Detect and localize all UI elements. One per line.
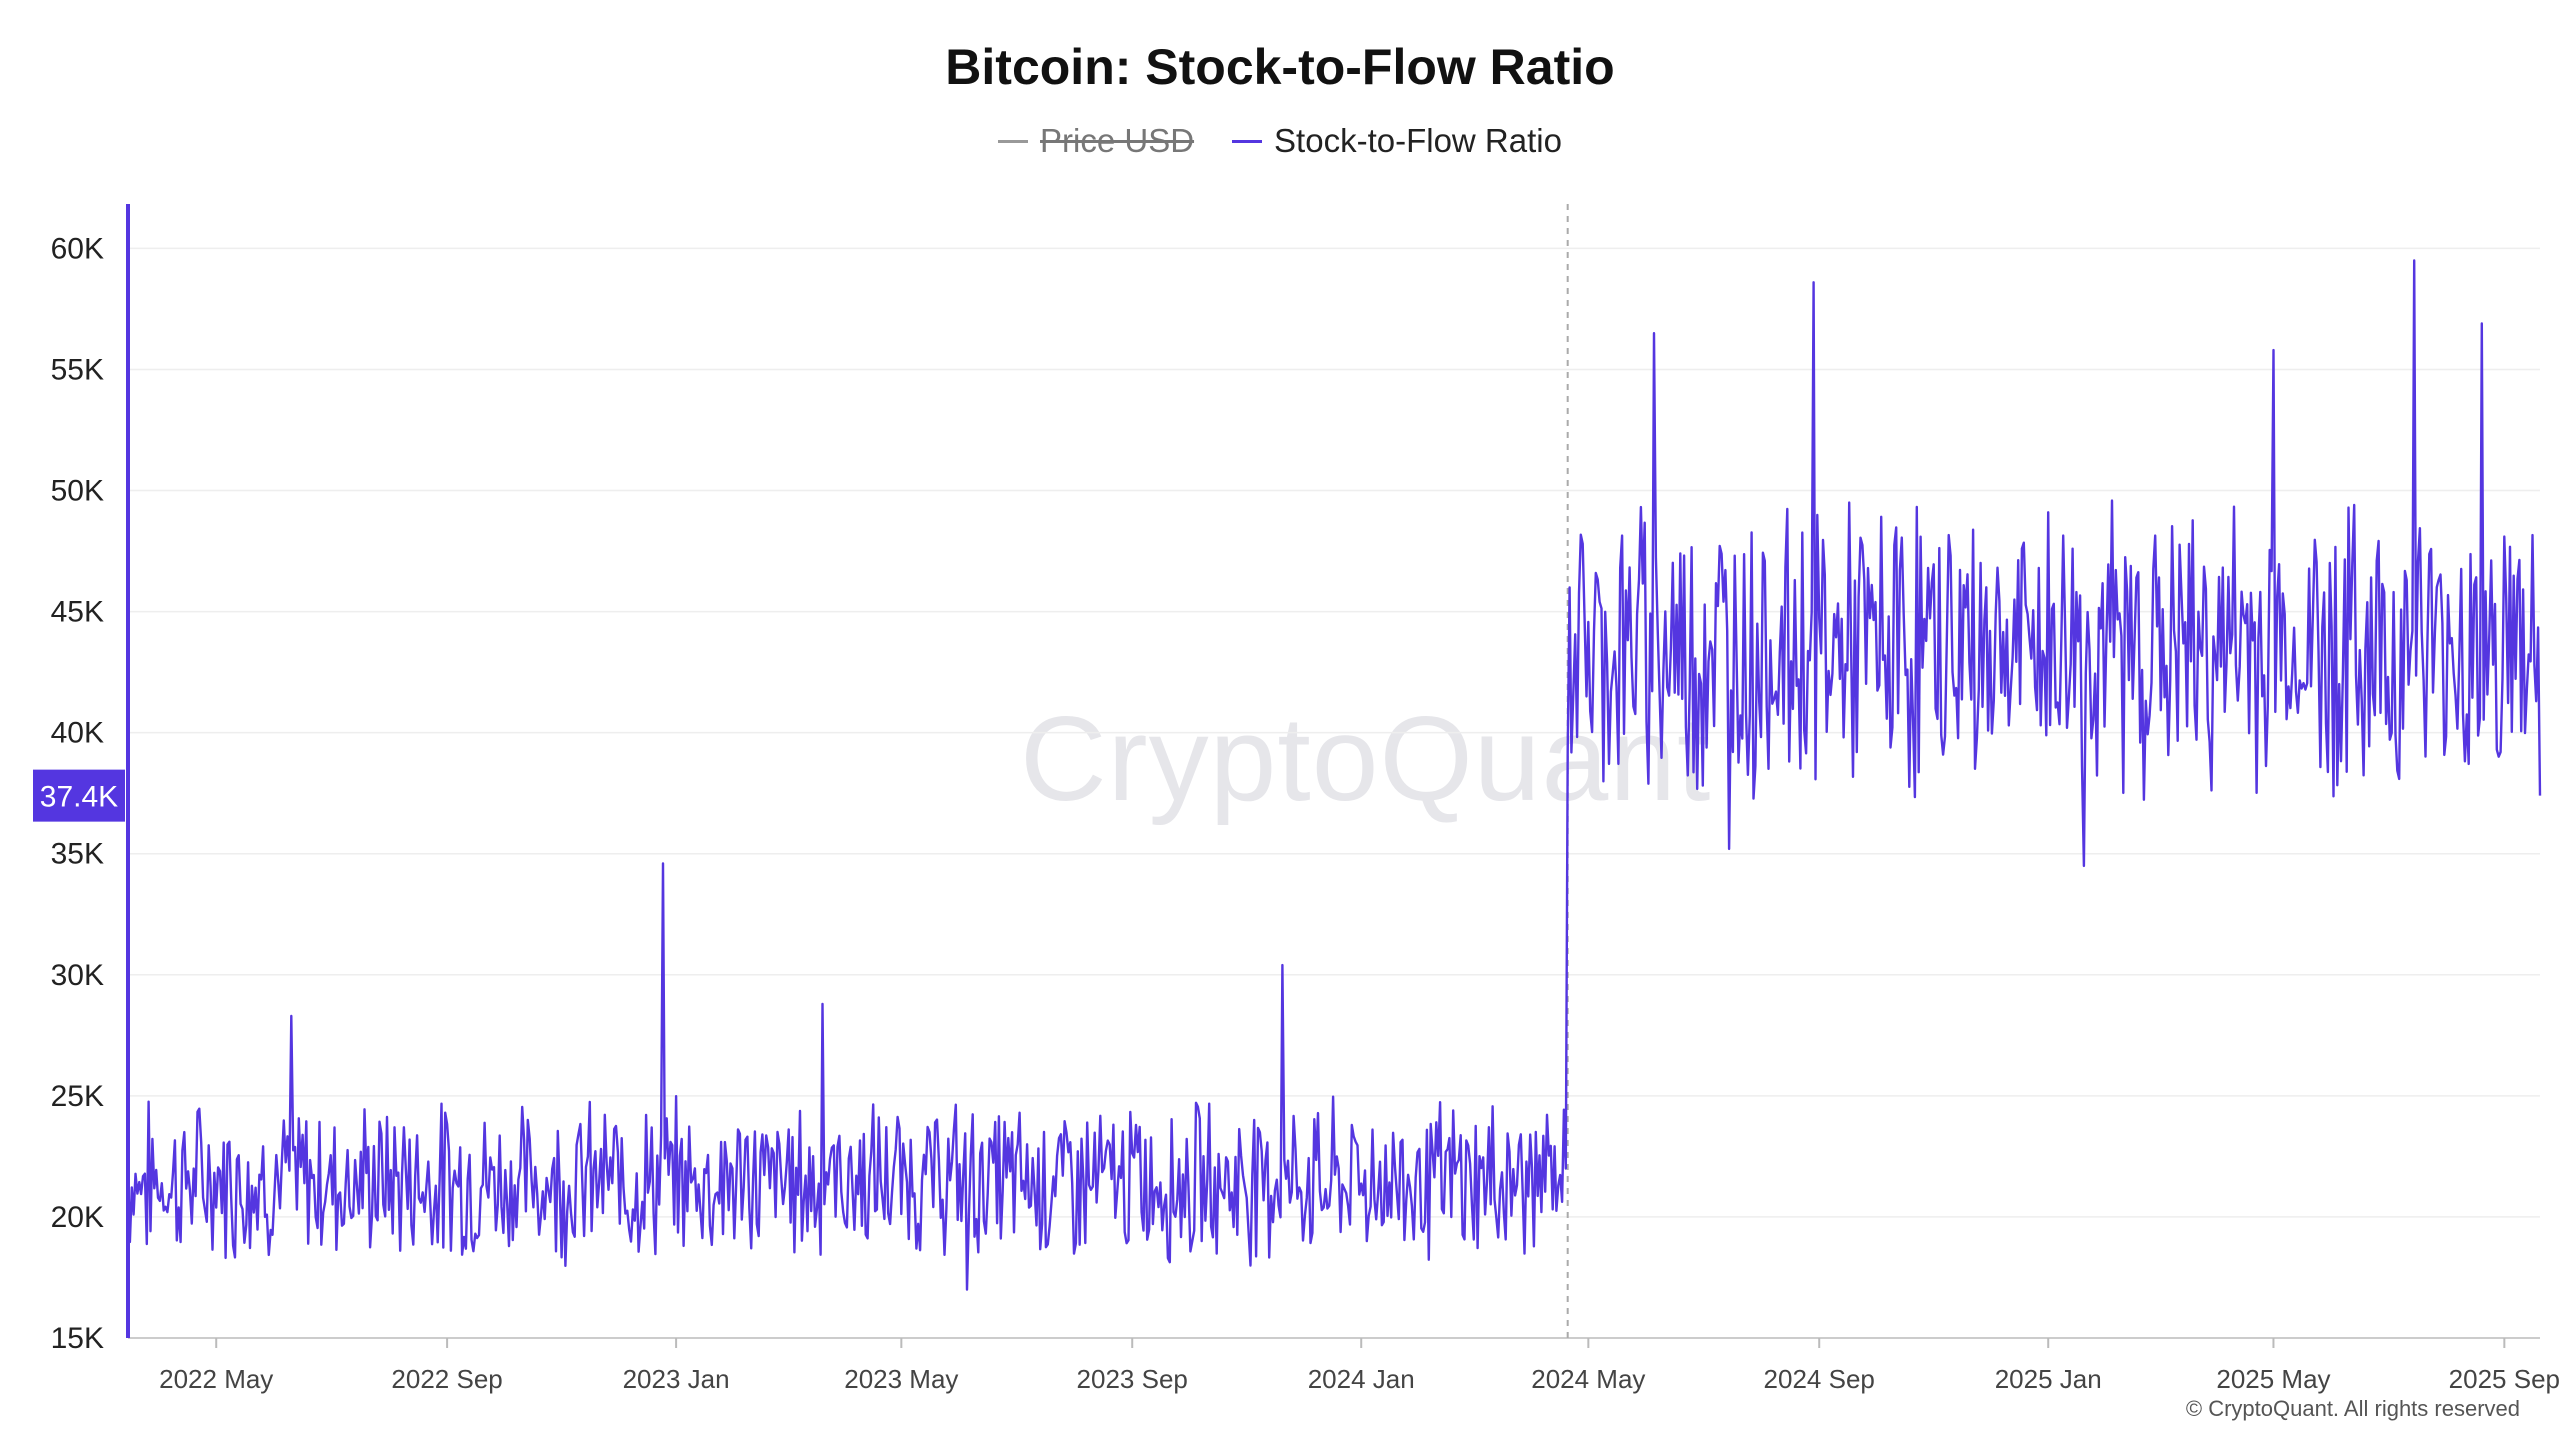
x-tick-label: 2025 May [2216, 1364, 2330, 1394]
y-tick-label: 45K [51, 596, 104, 629]
legend: Price USD Stock-to-Flow Ratio [0, 122, 2560, 160]
x-tick-label: 2023 Jan [623, 1364, 730, 1394]
x-tick-label: 2023 May [844, 1364, 958, 1394]
x-tick-label: 2024 Sep [1764, 1364, 1875, 1394]
legend-swatch-stock-to-flow [1232, 139, 1263, 143]
x-tick-label: 2024 Jan [1308, 1364, 1415, 1394]
y-tick-label: 40K [51, 717, 104, 750]
x-tick-label: 2022 Sep [391, 1364, 502, 1394]
y-tick-label: 30K [51, 959, 104, 992]
legend-label-stock-to-flow: Stock-to-Flow Ratio [1274, 122, 1562, 159]
legend-swatch-price-usd [998, 139, 1029, 143]
y-tick-label: 50K [51, 475, 104, 508]
current-value-label: 37.4K [40, 781, 118, 814]
current-value-badge [33, 769, 125, 822]
y-tick-label: 25K [51, 1080, 104, 1113]
x-tick-label: 2025 Jan [1995, 1364, 2102, 1394]
y-tick-label: 55K [51, 353, 104, 386]
series-line-stock-to-flow [126, 259, 2542, 1291]
y-tick-label: 20K [51, 1201, 104, 1234]
x-tick-label: 2022 May [159, 1364, 273, 1394]
y-tick-label: 35K [51, 838, 104, 871]
legend-item-stock-to-flow[interactable]: Stock-to-Flow Ratio [1232, 122, 1562, 160]
y-tick-label: 15K [51, 1322, 104, 1355]
x-tick-label: 2024 May [1531, 1364, 1645, 1394]
x-tick-label: 2023 Sep [1077, 1364, 1188, 1394]
chart-title: Bitcoin: Stock-to-Flow Ratio [945, 39, 1615, 95]
x-tick-label: 2025 Sep [2449, 1364, 2560, 1394]
legend-label-price-usd: Price USD [1040, 122, 1195, 159]
legend-item-price-usd[interactable]: Price USD [998, 122, 1194, 160]
y-tick-label: 60K [51, 232, 104, 265]
copyright-notice: © CryptoQuant. All rights reserved [2185, 1396, 2520, 1421]
